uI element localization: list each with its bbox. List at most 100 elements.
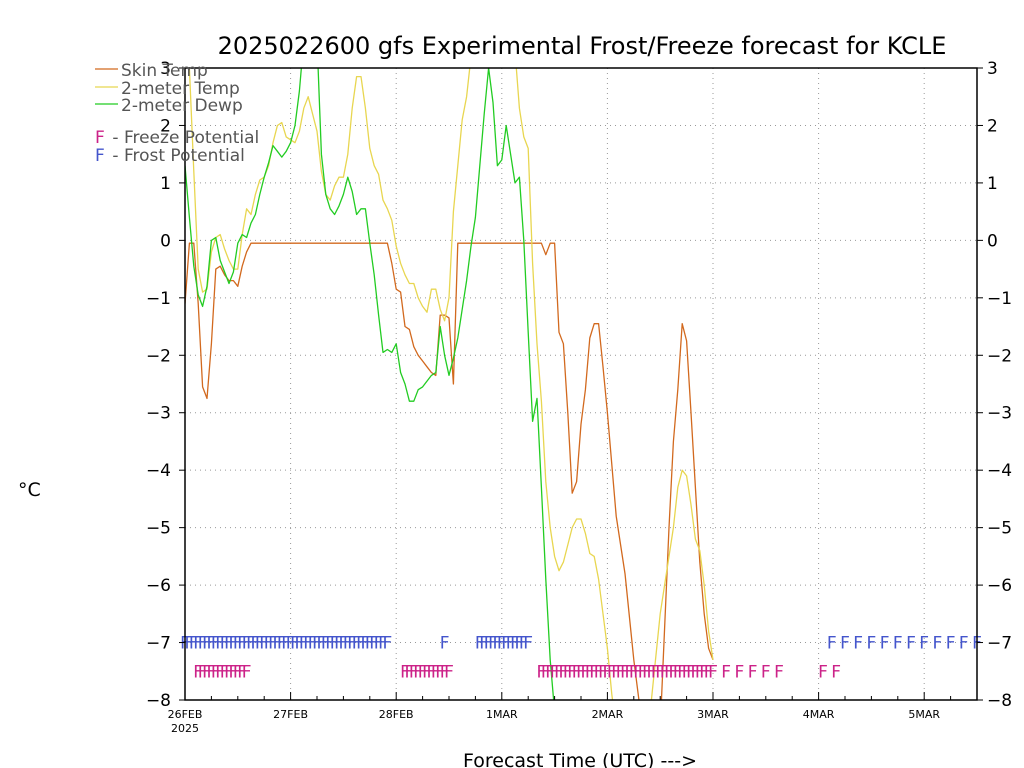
freeze-mark: F bbox=[224, 662, 234, 682]
freeze-mark: F bbox=[633, 662, 643, 682]
x-tick-label: 1MAR bbox=[486, 708, 518, 721]
y-tick-label-left: −4 bbox=[146, 461, 171, 481]
frost-mark: F bbox=[281, 634, 291, 654]
freeze-mark: F bbox=[695, 662, 705, 682]
y-axis-right: 3 2 1 0 −1 −2 −3 −4 −5 −6 −7 −8 bbox=[977, 59, 1012, 711]
frost-mark: F bbox=[519, 634, 529, 654]
frost-mark: F bbox=[290, 634, 300, 654]
freeze-mark: F bbox=[704, 662, 714, 682]
frost-mark: F bbox=[211, 634, 221, 654]
y-tick-label-right: 2 bbox=[987, 116, 998, 136]
freeze-mark: F bbox=[616, 662, 626, 682]
y-tick-label-right: −7 bbox=[987, 634, 1012, 654]
frost-mark: F bbox=[959, 634, 969, 654]
frost-mark: F bbox=[229, 634, 239, 654]
frost-mark: F bbox=[215, 634, 225, 654]
freeze-mark: F bbox=[198, 662, 208, 682]
freeze-mark: F bbox=[193, 662, 203, 682]
frost-mark: F bbox=[475, 634, 485, 654]
freeze-mark: F bbox=[647, 662, 657, 682]
freeze-mark: F bbox=[607, 662, 617, 682]
freeze-mark: F bbox=[545, 662, 555, 682]
freeze-mark: F bbox=[400, 662, 410, 682]
freeze-mark: F bbox=[629, 662, 639, 682]
x-tick-label: 26FEB bbox=[168, 708, 203, 721]
x-tick-label: 5MAR bbox=[908, 708, 940, 721]
frost-mark: F bbox=[484, 634, 494, 654]
series-2-meter-dewp bbox=[185, 68, 555, 700]
y-tick-label-right: −2 bbox=[987, 346, 1012, 366]
y-tick-label-left: 0 bbox=[160, 231, 171, 251]
freeze-mark: F bbox=[673, 662, 683, 682]
freeze-mark: F bbox=[572, 662, 582, 682]
y-tick-label-right: −8 bbox=[987, 691, 1012, 711]
grid-lines bbox=[185, 68, 977, 700]
frost-mark: F bbox=[312, 634, 322, 654]
frost-mark: F bbox=[352, 634, 362, 654]
y-tick-label-right: −5 bbox=[987, 519, 1012, 539]
frost-mark: F bbox=[946, 634, 956, 654]
frost-mark: F bbox=[202, 634, 212, 654]
x-tick-label: 27FEB bbox=[273, 708, 308, 721]
y-tick-label-left: −6 bbox=[146, 576, 171, 596]
frost-mark: F bbox=[224, 634, 234, 654]
freeze-mark: F bbox=[444, 662, 454, 682]
y-axis-left: 3 2 1 0 −1 −2 −3 −4 −5 −6 −7 −8 bbox=[146, 59, 185, 711]
x-tick-sublabel: 2025 bbox=[171, 722, 199, 735]
frost-mark: F bbox=[933, 634, 943, 654]
freeze-mark: F bbox=[625, 662, 635, 682]
frost-mark: F bbox=[308, 634, 318, 654]
frost-mark: F bbox=[317, 634, 327, 654]
freeze-mark: F bbox=[422, 662, 432, 682]
frost-mark: F bbox=[237, 634, 247, 654]
frost-mark: F bbox=[299, 634, 309, 654]
frost-mark: F bbox=[325, 634, 335, 654]
freeze-mark: F bbox=[237, 662, 247, 682]
freeze-mark: F bbox=[229, 662, 239, 682]
freeze-mark: F bbox=[405, 662, 415, 682]
freeze-mark: F bbox=[418, 662, 428, 682]
freeze-mark: F bbox=[440, 662, 450, 682]
frost-mark: F bbox=[506, 634, 516, 654]
frost-mark: F bbox=[919, 634, 929, 654]
frost-mark: F bbox=[906, 634, 916, 654]
freeze-mark: F bbox=[818, 662, 828, 682]
freeze-mark: F bbox=[211, 662, 221, 682]
freeze-mark: F bbox=[435, 662, 445, 682]
freeze-mark: F bbox=[664, 662, 674, 682]
y-tick-label-left: 3 bbox=[160, 59, 171, 79]
frost-mark: F bbox=[343, 634, 353, 654]
frost-mark: F bbox=[334, 634, 344, 654]
frost-mark: F bbox=[853, 634, 863, 654]
frost-mark: F bbox=[488, 634, 498, 654]
legend-label-2m-dewp: 2-meter Dewp bbox=[121, 96, 243, 116]
frost-mark: F bbox=[259, 634, 269, 654]
freeze-mark: F bbox=[748, 662, 758, 682]
freeze-mark: F bbox=[585, 662, 595, 682]
frost-mark: F bbox=[493, 634, 503, 654]
x-tick-label: 3MAR bbox=[697, 708, 729, 721]
frost-mark: F bbox=[827, 634, 837, 654]
legend-frost-label: - Frost Potential bbox=[107, 146, 245, 166]
frost-mark: F bbox=[347, 634, 357, 654]
frost-mark: F bbox=[233, 634, 243, 654]
freeze-mark: F bbox=[598, 662, 608, 682]
frost-mark: F bbox=[277, 634, 287, 654]
freeze-mark: F bbox=[233, 662, 243, 682]
x-tick-label: 28FEB bbox=[379, 708, 414, 721]
frost-mark: F bbox=[242, 634, 252, 654]
freeze-mark: F bbox=[541, 662, 551, 682]
frost-mark: F bbox=[365, 634, 375, 654]
freeze-mark: F bbox=[409, 662, 419, 682]
frost-mark: F bbox=[867, 634, 877, 654]
freeze-mark: F bbox=[559, 662, 569, 682]
freeze-mark: F bbox=[567, 662, 577, 682]
y-tick-label-right: 3 bbox=[987, 59, 998, 79]
frost-mark: F bbox=[440, 634, 450, 654]
frost-mark: F bbox=[246, 634, 256, 654]
y-tick-label-right: −3 bbox=[987, 404, 1012, 424]
freeze-mark: F bbox=[427, 662, 437, 682]
frost-mark: F bbox=[321, 634, 331, 654]
freeze-mark: F bbox=[431, 662, 441, 682]
frost-mark: F bbox=[303, 634, 313, 654]
